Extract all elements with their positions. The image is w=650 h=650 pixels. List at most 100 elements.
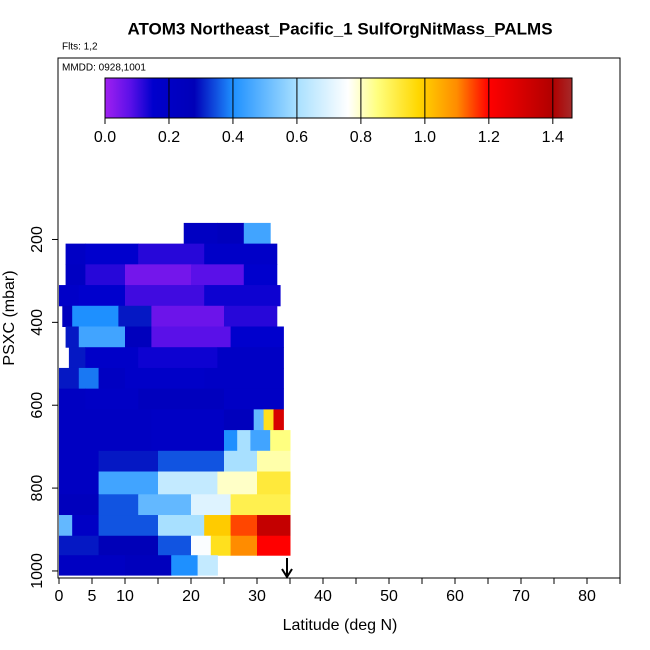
curtain-cell: [58, 555, 126, 576]
curtain-cell: [204, 515, 232, 537]
x-tick-label: 70: [512, 588, 530, 605]
curtain-cell: [124, 555, 172, 576]
curtain-cell: [98, 367, 126, 390]
curtain-cell: [85, 347, 139, 369]
curtain-cell: [190, 264, 245, 286]
curtain-cell: [85, 243, 139, 265]
curtain-cell: [256, 535, 291, 556]
curtain-cell: [197, 555, 218, 576]
curtain-cell: [204, 285, 281, 307]
x-tick-label: 80: [578, 588, 596, 605]
x-tick-label: 50: [380, 588, 398, 605]
curtain-cell: [204, 367, 284, 390]
x-tick-label: 5: [88, 588, 97, 605]
curtain-cell: [190, 535, 212, 556]
colorbar-tick-label: 0.4: [222, 129, 244, 146]
flights-note: Flts: 1,2: [62, 42, 98, 53]
curtain-cell: [58, 388, 86, 410]
arrow-head: [281, 568, 293, 579]
curtain-cell: [78, 285, 126, 307]
y-tick-label: 1000: [29, 553, 46, 589]
x-axis-label: Latitude (deg N): [283, 617, 398, 634]
curtain-cell: [138, 494, 192, 516]
curtain-cell: [78, 367, 100, 390]
curtain-cell: [210, 535, 232, 556]
colorbar-tick-label: 1.4: [542, 129, 564, 146]
curtain-cell: [183, 222, 218, 245]
curtain-cell: [217, 222, 245, 245]
curtain-cell: [138, 347, 218, 369]
curtain-cell: [223, 430, 238, 452]
curtain-cell: [58, 409, 152, 431]
curtain-cell: [138, 388, 225, 410]
date-note: MMDD: 0928,1001: [62, 63, 146, 74]
curtain-cell: [171, 555, 199, 576]
curtain-cell: [98, 471, 159, 495]
colorbar-tick-label: 0.2: [158, 129, 180, 146]
curtain-cell: [270, 430, 291, 452]
plot-frame: [57, 57, 621, 579]
curtain-cell: [157, 471, 218, 495]
curtain-cell: [256, 515, 291, 537]
curtain-cell: [243, 264, 278, 286]
curtain-cell: [98, 494, 139, 516]
curtain-cell: [124, 367, 205, 390]
curtain-cell: [151, 409, 225, 431]
curtain-cell: [256, 471, 291, 495]
curtain-cell: [65, 326, 80, 348]
curtain-cell: [230, 535, 258, 556]
curtain-cell: [98, 535, 159, 556]
curtain-cell: [263, 409, 274, 431]
y-tick-label: 200: [29, 226, 46, 253]
curtain-cell: [237, 430, 251, 452]
colorbar-tick-label: 0.0: [94, 129, 116, 146]
curtain-cell: [157, 450, 225, 473]
curtain-cell: [243, 222, 271, 245]
curtain-cell: [72, 515, 100, 537]
curtain-cell: [256, 450, 291, 473]
x-tick-label: 30: [248, 588, 266, 605]
curtain-cell: [65, 243, 86, 265]
curtain-cell: [78, 326, 126, 348]
curtain-cell: [124, 285, 205, 307]
curtain-cell: [204, 243, 278, 265]
curtain-cell: [85, 264, 126, 286]
colorbar-tick-label: 0.6: [286, 129, 308, 146]
curtain-cell: [151, 326, 232, 348]
curtain-cell: [157, 515, 205, 537]
curtain-cell: [124, 264, 192, 286]
curtain-cell: [223, 450, 258, 473]
curtain-cell: [273, 409, 284, 431]
colorbar-tick-label: 1.0: [414, 129, 436, 146]
curtain-cell: [118, 305, 152, 327]
curtain-cell: [72, 305, 119, 327]
curtain-cell: [58, 494, 100, 516]
curtain-cell: [58, 285, 80, 307]
x-tick-label: 40: [314, 588, 332, 605]
curtain-cell: [58, 515, 73, 537]
y-tick-label: 800: [29, 475, 46, 502]
curtain-cell: [98, 515, 159, 537]
curtain-cell: [230, 515, 258, 537]
curtain-cell: [223, 409, 255, 431]
y-tick-label: 600: [29, 392, 46, 419]
curtain-cell: [157, 535, 192, 556]
x-tick-label: 0: [55, 588, 64, 605]
curtain-cell: [217, 471, 258, 495]
curtain-cell: [58, 471, 100, 495]
curtain-cell: [65, 264, 86, 286]
curtain-cell: [151, 430, 225, 452]
curtain-cell: [223, 305, 278, 327]
curtain-cell: [230, 326, 284, 348]
colorbar: [104, 77, 573, 119]
curtain-cell: [230, 494, 291, 516]
curtain-cell: [250, 430, 271, 452]
curtain-cell: [124, 326, 152, 348]
colorbar-tick-label: 0.8: [350, 129, 372, 146]
curtain-cell: [223, 388, 284, 410]
y-tick-label: 400: [29, 309, 46, 336]
colorbar-tick-label: 1.2: [478, 129, 500, 146]
curtain-cell: [190, 494, 232, 516]
